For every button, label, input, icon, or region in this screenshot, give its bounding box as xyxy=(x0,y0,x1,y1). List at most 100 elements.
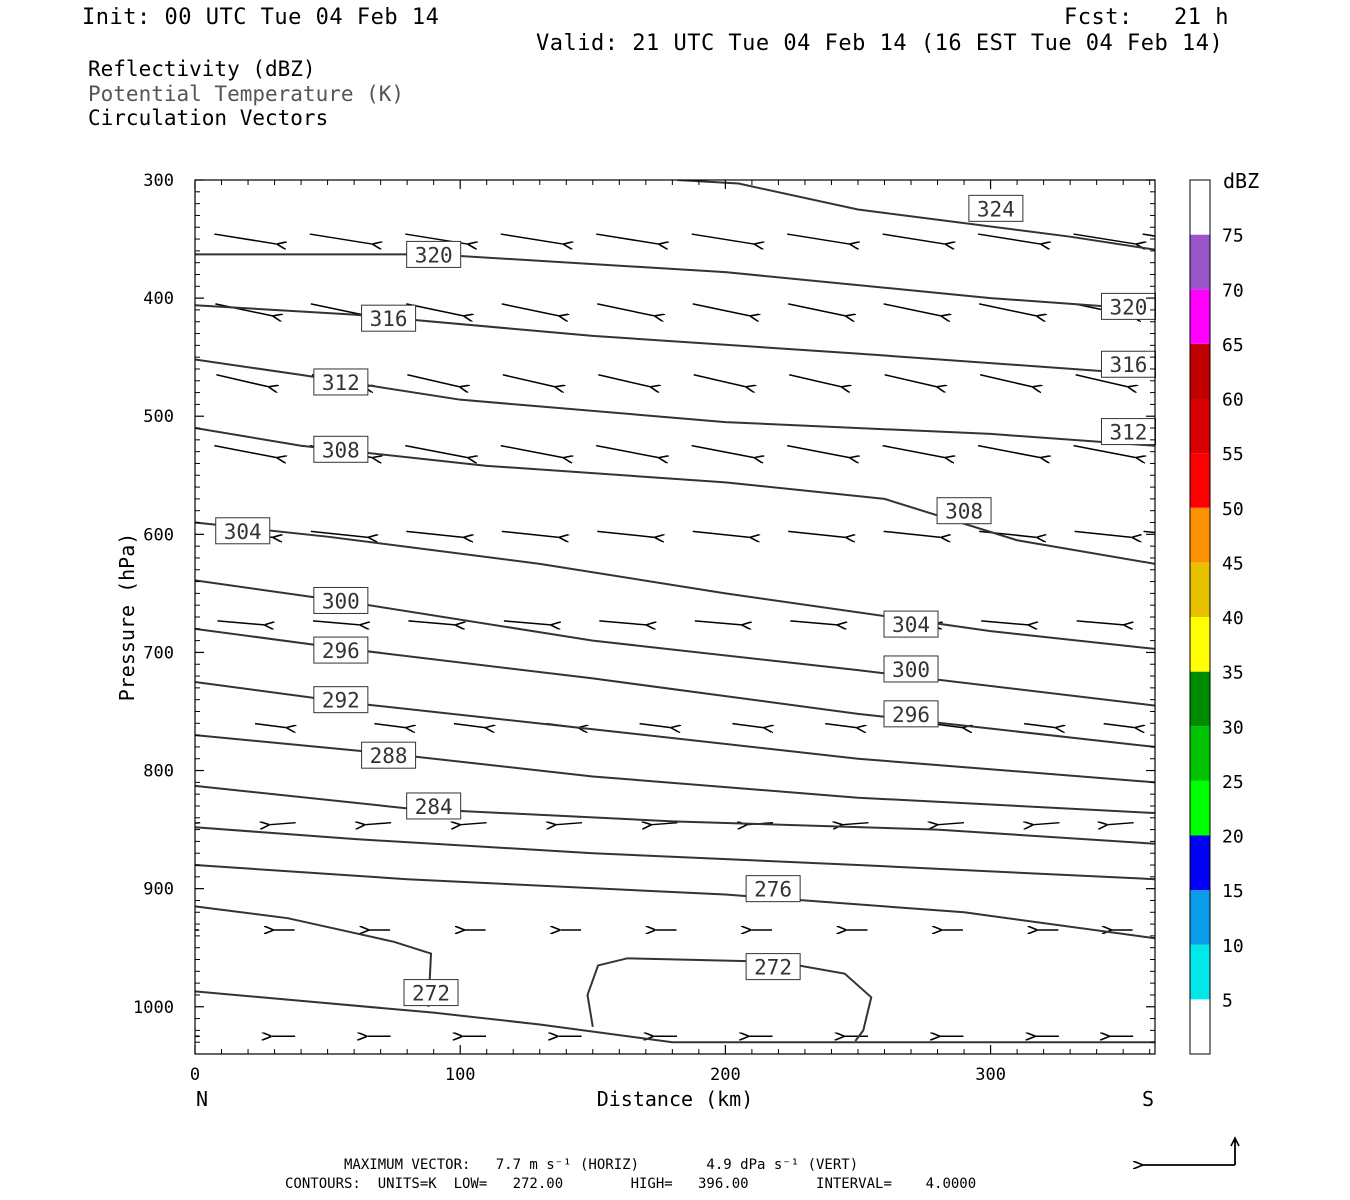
isentrope-line xyxy=(195,826,1155,881)
circulation-vector xyxy=(461,823,487,825)
circulation-vector xyxy=(694,620,742,625)
circulation-vector xyxy=(882,233,945,244)
contour-label: 316 xyxy=(1110,353,1148,377)
contour-label-box xyxy=(361,741,417,769)
contour-label-box xyxy=(361,304,417,332)
circulation-vector xyxy=(500,444,563,458)
colorbar-label: 5 xyxy=(1222,990,1233,1011)
circulation-vector xyxy=(1076,620,1124,625)
circulation-vector xyxy=(825,722,856,728)
isentrope-labels: 324 320 316 312 308 304 300 296 292 288 284 276 272 2… xyxy=(215,194,1156,1007)
legend-potential-temperature: Potential Temperature (K) xyxy=(88,82,405,106)
isentrope-line xyxy=(195,990,1155,1044)
colorbar-swatch xyxy=(1190,343,1210,399)
circulation-vector xyxy=(639,722,671,728)
colorbar-swatch xyxy=(1190,617,1210,672)
y-tick-label: 400 xyxy=(143,289,174,309)
isentrope-line xyxy=(195,680,1155,784)
circulation-vector xyxy=(408,620,455,625)
contour-label: 296 xyxy=(322,639,360,663)
y-tick-label: 700 xyxy=(143,643,174,663)
circulation-vector xyxy=(406,530,463,537)
colorbar-label: 55 xyxy=(1222,444,1244,465)
circulation-vector xyxy=(270,823,296,825)
colorbar-label: 25 xyxy=(1222,772,1244,793)
circulation-vector xyxy=(883,530,941,537)
legend-reflectivity: Reflectivity (dBZ) xyxy=(88,57,316,81)
contour-label-box xyxy=(745,875,801,903)
circulation-vector xyxy=(407,374,459,387)
circulation-vector xyxy=(556,823,583,825)
y-tick-label: 300 xyxy=(143,171,174,191)
contour-label: 300 xyxy=(892,658,930,682)
colorbar-swatch xyxy=(1190,562,1210,617)
circulation-vector xyxy=(693,374,746,387)
colorbar-label: 40 xyxy=(1222,608,1244,629)
contour-label: 288 xyxy=(370,744,408,768)
circulation-vector xyxy=(788,530,845,537)
circulation-vector xyxy=(882,444,945,458)
circulation-vector xyxy=(788,303,845,316)
circulation-vector xyxy=(980,374,1032,387)
contour-label-box xyxy=(313,686,369,714)
circulation-vector xyxy=(597,303,654,316)
circulation-vector xyxy=(981,620,1028,625)
isentrope-line xyxy=(195,627,1155,748)
circulation-vector xyxy=(216,374,268,387)
colorbar-swatch xyxy=(1190,671,1210,727)
y-axis-title: Pressure (hPa) xyxy=(115,533,139,702)
colorbar-label: 50 xyxy=(1222,499,1244,520)
isentrope-line xyxy=(195,864,1155,940)
circulation-vector xyxy=(787,444,849,458)
contour-label-box xyxy=(406,792,462,820)
circulation-vector xyxy=(453,722,485,728)
circulation-vector xyxy=(596,233,658,244)
contour-label: 308 xyxy=(945,500,983,524)
max-vector-footer: MAXIMUM VECTOR: 7.7 m s⁻¹ (HORIZ) 4.9 dP… xyxy=(344,1157,859,1173)
circulation-vector xyxy=(596,444,658,458)
contour-label-box xyxy=(745,953,801,981)
circulation-vector xyxy=(599,620,646,625)
contour-label-box xyxy=(936,497,992,525)
contour-label: 304 xyxy=(224,520,262,544)
colorbar-label: 75 xyxy=(1222,226,1244,247)
circulation-vector xyxy=(692,530,750,537)
contour-label: 320 xyxy=(1110,295,1148,319)
isentrope-line xyxy=(195,253,1155,311)
colorbar-swatch xyxy=(1190,780,1210,836)
contour-label: 304 xyxy=(892,613,930,637)
contour-label-box xyxy=(968,194,1024,222)
contour-label: 296 xyxy=(892,703,930,727)
contour-label: 308 xyxy=(322,438,360,462)
circulation-vector xyxy=(732,722,763,728)
circulation-vector xyxy=(938,823,965,825)
circulation-vector xyxy=(691,233,754,244)
circulation-vector xyxy=(977,233,1040,244)
circulation-vector xyxy=(790,620,837,625)
circulation-vector xyxy=(691,444,754,458)
colorbar-label: 10 xyxy=(1222,936,1244,957)
contour-label-box xyxy=(313,368,369,396)
contour-label: 316 xyxy=(370,307,408,331)
contour-label: 312 xyxy=(1110,421,1148,445)
circulation-vector xyxy=(842,823,869,825)
circulation-vector xyxy=(254,722,286,728)
contour-label: 300 xyxy=(322,589,360,613)
circulation-vector xyxy=(1075,374,1128,387)
circulation-vector xyxy=(1142,233,1155,237)
circulation-vector xyxy=(1143,530,1155,534)
circulation-vector xyxy=(217,620,264,625)
isentrope-line xyxy=(195,427,1155,565)
colorbar-swatch xyxy=(1190,726,1210,781)
colorbar-swatch xyxy=(1190,234,1210,290)
x-end-label-north: N xyxy=(196,1087,208,1111)
circulation-vector xyxy=(365,823,392,825)
circulation-vectors xyxy=(195,233,1155,1036)
x-end-label-south: S xyxy=(1142,1087,1154,1111)
isentrope-line xyxy=(195,521,1155,650)
isentrope-line xyxy=(195,579,1155,707)
colorbar-swatch xyxy=(1190,453,1210,508)
contour-label: 272 xyxy=(412,982,450,1006)
contour-label: 284 xyxy=(415,795,453,819)
circulation-vector xyxy=(1024,722,1055,728)
